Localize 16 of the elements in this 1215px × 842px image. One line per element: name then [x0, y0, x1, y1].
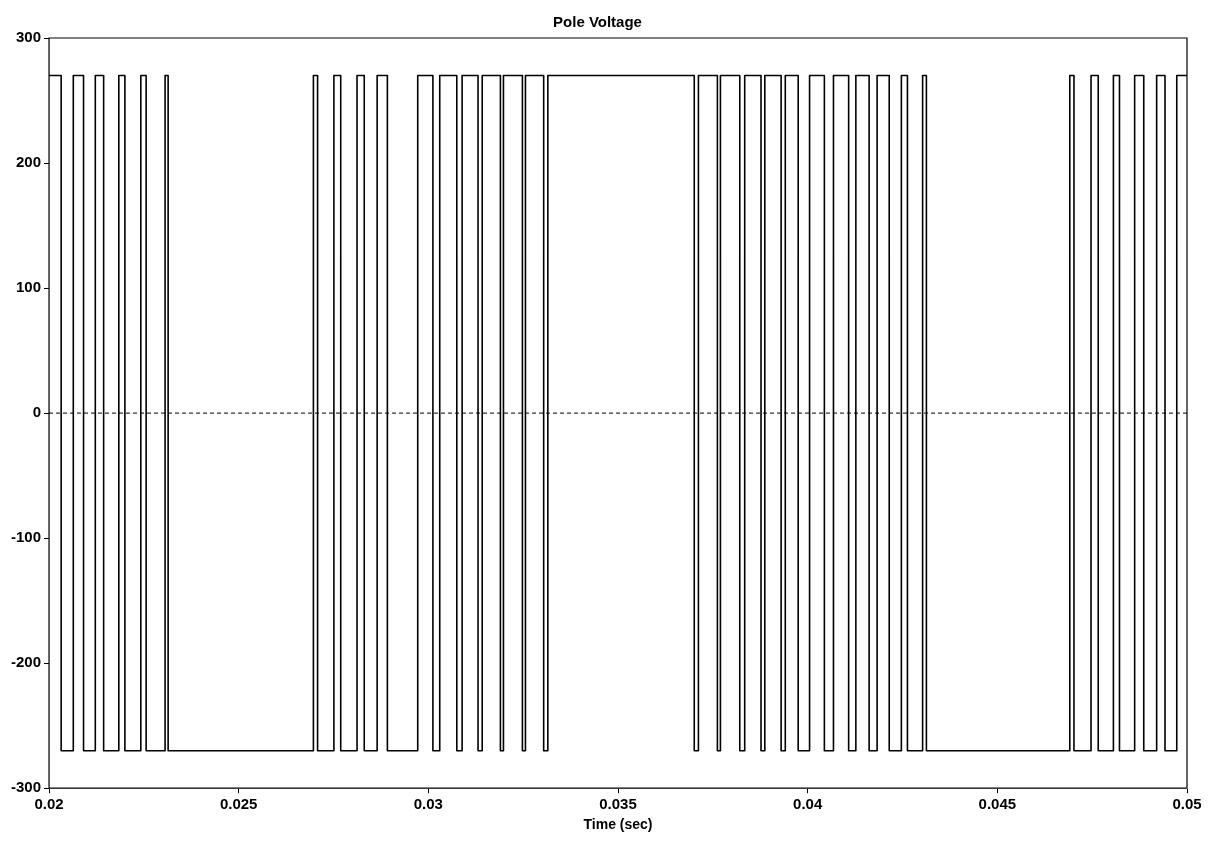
y-tick-label: 200: [15, 153, 42, 171]
y-tick-label: -300: [10, 778, 42, 796]
x-tick-label: 0.02: [34, 795, 64, 813]
y-tick-label: -100: [10, 528, 42, 546]
y-tick-label: 100: [15, 278, 42, 296]
x-tick-label: 0.025: [219, 795, 258, 813]
x-tick-label: 0.03: [413, 795, 443, 813]
x-tick-label: 0.05: [1172, 795, 1202, 813]
x-tick-label: 0.045: [978, 795, 1017, 813]
y-tick-label: -200: [10, 653, 42, 671]
y-tick-label: 300: [15, 28, 42, 46]
x-tick-label: 0.035: [599, 795, 637, 813]
chart-title: Pole Voltage: [553, 13, 642, 31]
y-tick-label: 0: [32, 403, 42, 421]
x-tick-label: 0.04: [793, 795, 823, 813]
x-axis-title: Time (sec): [583, 816, 653, 833]
